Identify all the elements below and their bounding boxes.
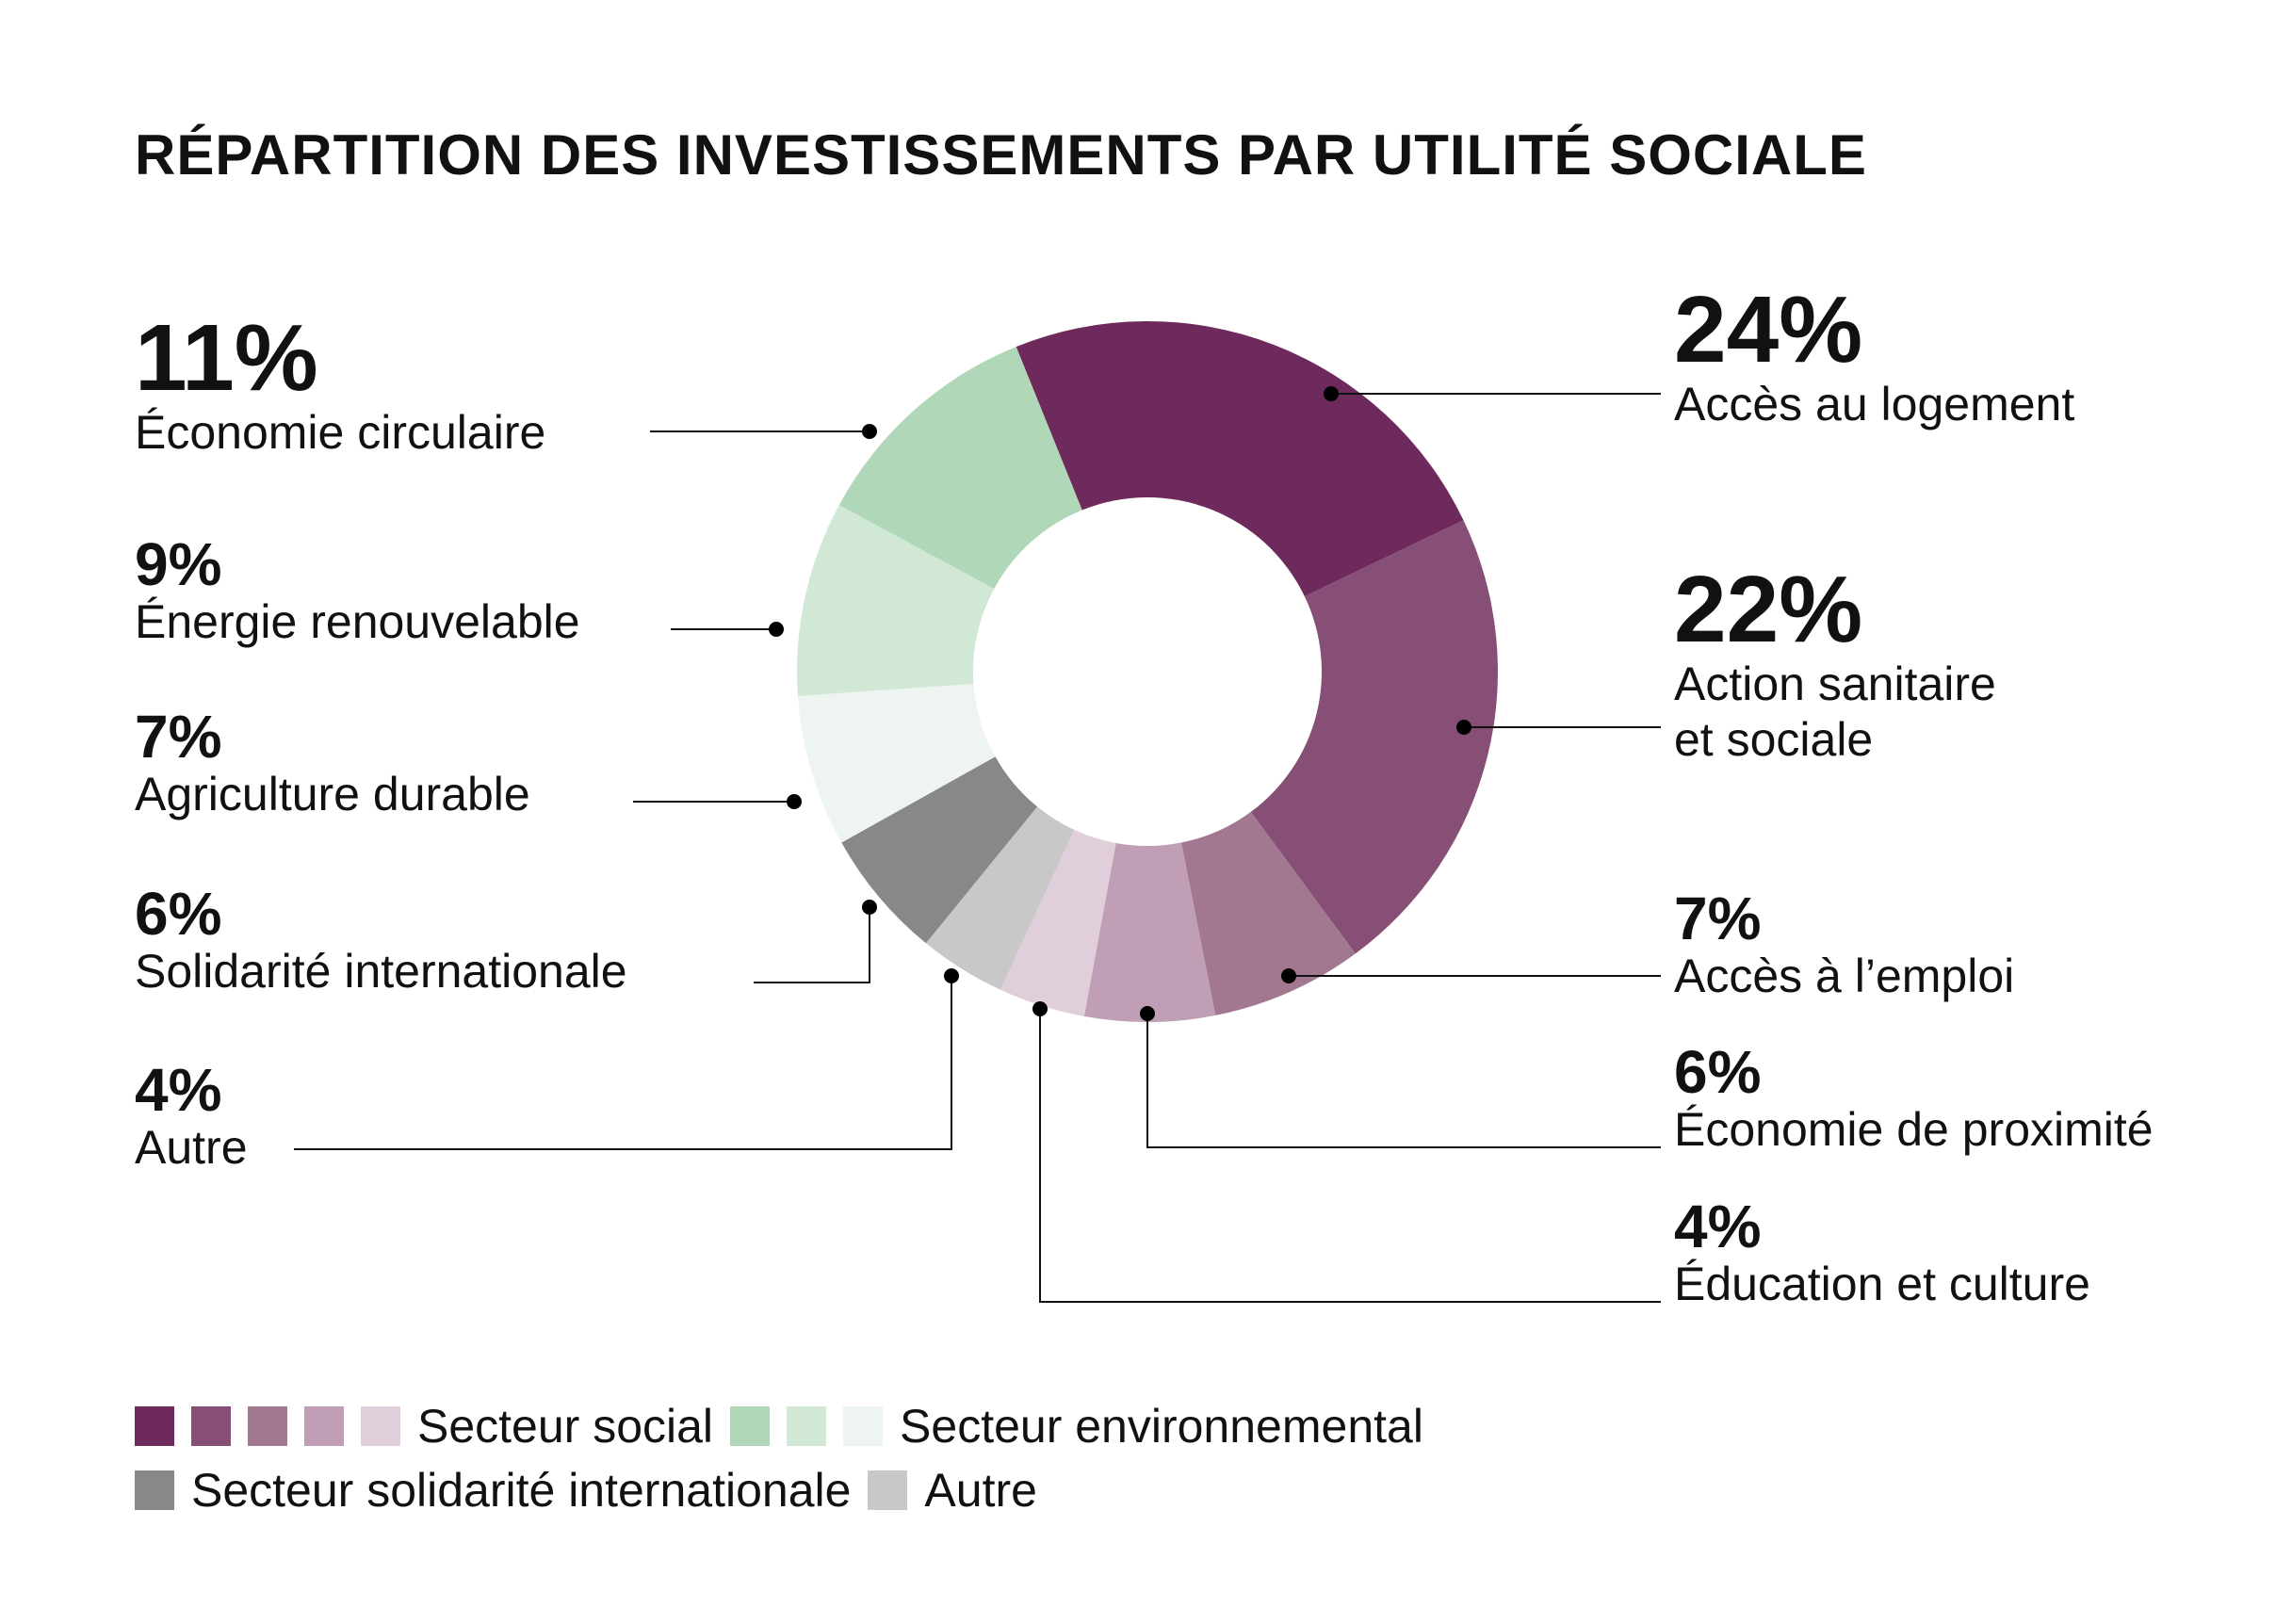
legend-swatch <box>868 1470 908 1510</box>
donut-slice <box>838 347 1082 590</box>
slice-category-label: Autre <box>135 1121 248 1174</box>
donut-slice <box>1250 520 1498 954</box>
leader-dot <box>944 968 959 983</box>
donut-slice <box>925 806 1075 990</box>
legend-row-1: Secteur social Secteur environnemental <box>135 1394 1440 1458</box>
leader-dot <box>1140 1006 1155 1021</box>
legend: Secteur social Secteur environnemental S… <box>135 1394 1440 1522</box>
leader-dot <box>862 900 877 915</box>
donut-slice <box>1180 811 1356 1015</box>
slice-label: 4% Autre <box>135 1060 248 1176</box>
slice-percent: 22% <box>1674 557 1863 662</box>
donut-slice <box>797 505 995 696</box>
legend-swatch <box>361 1406 400 1446</box>
slice-category-label: Économie de proximité <box>1674 1103 2154 1156</box>
slice-label: 24% Accès au logement <box>1674 283 2074 432</box>
leader-line <box>754 907 870 983</box>
slice-label: 9% Énergie renouvelable <box>135 534 580 650</box>
legend-swatch <box>191 1406 231 1446</box>
donut-slice <box>841 756 1038 944</box>
legend-label-autre: Autre <box>924 1464 1037 1517</box>
legend-swatch <box>730 1406 771 1446</box>
donut-slice <box>1016 321 1464 597</box>
slice-label: 11% Économie circulaire <box>135 311 545 461</box>
slice-percent: 11% <box>135 305 318 411</box>
donut-slice <box>1083 842 1216 1022</box>
slice-category-label: Accès au logement <box>1674 378 2075 430</box>
legend-swatch <box>304 1406 344 1446</box>
slice-percent: 7% <box>135 703 222 771</box>
legend-swatch <box>135 1470 174 1510</box>
slice-percent: 9% <box>135 530 222 598</box>
leader-dot <box>862 424 877 439</box>
legend-swatch <box>843 1406 884 1446</box>
slice-percent: 7% <box>1674 885 1762 952</box>
slice-label: 6% Économie de proximité <box>1674 1042 2154 1158</box>
legend-label-social: Secteur social <box>417 1400 714 1453</box>
slice-category-label: Accès à l’emploi <box>1674 950 2015 1002</box>
slice-category-label: et sociale <box>1674 712 1874 766</box>
donut-slice <box>1000 829 1116 1016</box>
legend-row-2: Secteur solidarité internationale Autre <box>135 1458 1440 1522</box>
slice-category-label: Éducation et culture <box>1674 1258 2090 1310</box>
slice-category-label: Énergie renouvelable <box>135 595 580 648</box>
leader-line <box>1146 1014 1661 1148</box>
legend-swatch <box>248 1406 287 1446</box>
leader-dot <box>1324 386 1339 401</box>
slice-label: 22% Action sanitaire et sociale <box>1674 562 1996 767</box>
slice-label: 6% Solidarité internationale <box>135 884 627 999</box>
chart-title: RÉPARTITION DES INVESTISSEMENTS PAR UTIL… <box>135 123 1867 187</box>
slice-percent: 24% <box>1674 277 1863 382</box>
slice-percent: 6% <box>135 880 222 948</box>
leader-dot <box>1032 1001 1048 1016</box>
slice-label: 4% Éducation et culture <box>1674 1196 2090 1312</box>
leader-dot <box>1456 720 1471 735</box>
slice-category-label: Économie circulaire <box>135 406 546 459</box>
donut-slice <box>797 683 996 843</box>
leader-dot <box>769 622 784 637</box>
legend-swatch <box>135 1406 174 1446</box>
leader-dot <box>1281 968 1296 983</box>
slice-category-label: Solidarité internationale <box>135 945 627 998</box>
leader-dot <box>787 794 802 809</box>
leader-line <box>1039 1009 1661 1303</box>
legend-label-solidarite: Secteur solidarité internationale <box>191 1464 852 1517</box>
slice-percent: 4% <box>1674 1193 1762 1260</box>
legend-label-environnemental: Secteur environnemental <box>900 1400 1423 1453</box>
slice-percent: 4% <box>135 1056 222 1124</box>
slice-label: 7% Accès à l’emploi <box>1674 888 2014 1004</box>
slice-label: 7% Agriculture durable <box>135 706 530 822</box>
slice-percent: 6% <box>1674 1038 1762 1106</box>
leader-line <box>294 976 952 1150</box>
slice-category-label: Agriculture durable <box>135 768 530 820</box>
slice-category-label: Action sanitaire <box>1674 658 1996 710</box>
legend-swatch <box>787 1406 827 1446</box>
